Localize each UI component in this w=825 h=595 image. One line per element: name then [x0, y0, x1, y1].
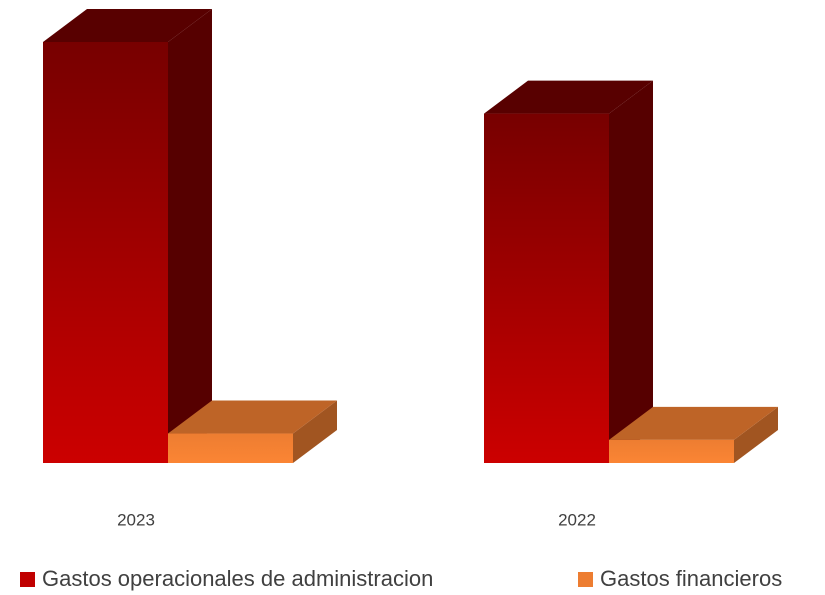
- legend-swatch: [20, 572, 35, 587]
- bar-top: [43, 9, 212, 42]
- legend-label: Gastos financieros: [600, 566, 782, 591]
- legend-swatch: [578, 572, 593, 587]
- x-tick-label: 2022: [558, 510, 596, 529]
- bar-side: [609, 80, 653, 463]
- bar: [484, 113, 609, 463]
- bar-top: [609, 406, 778, 440]
- bar: [168, 433, 293, 463]
- bar-top: [168, 400, 337, 434]
- x-tick-label: 2023: [117, 510, 155, 529]
- bar: [609, 439, 734, 463]
- bar-side: [293, 400, 337, 463]
- bar-top: [484, 80, 653, 114]
- bar: [43, 42, 168, 463]
- bar-side: [734, 406, 778, 463]
- legend-label: Gastos operacionales de administracion: [42, 566, 433, 591]
- bar-side: [168, 9, 212, 463]
